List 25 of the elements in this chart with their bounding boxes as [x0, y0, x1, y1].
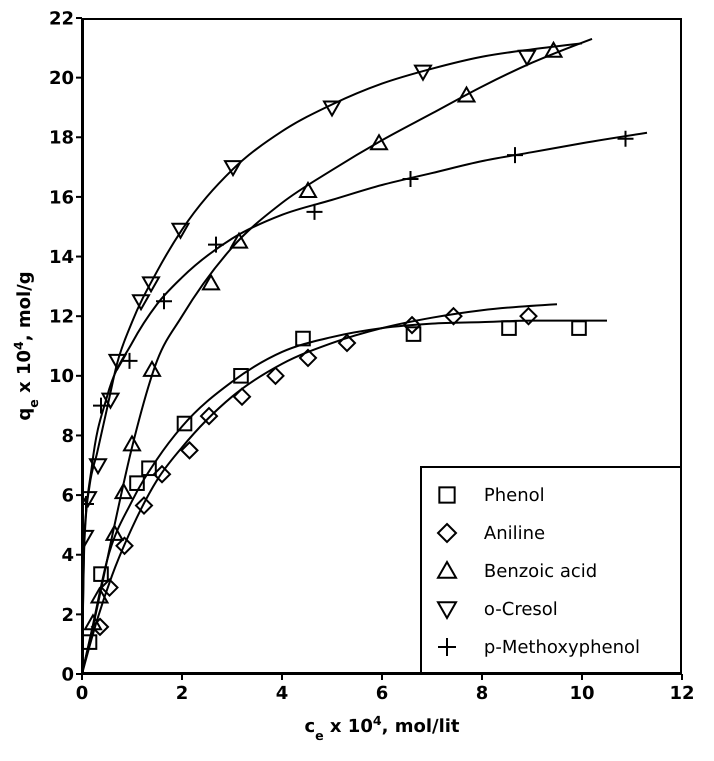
y-tick-label: 12: [48, 306, 74, 328]
y-tick-label: 18: [48, 128, 74, 149]
y-tick-label: 16: [48, 187, 74, 208]
x-tick-label: 2: [176, 682, 188, 704]
x-tick-label: 4: [276, 682, 288, 704]
y-tick-label: 20: [48, 68, 74, 90]
x-tick-label: 0: [76, 682, 88, 704]
y-tick-label: 2: [61, 604, 74, 626]
y-tick-label: 8: [61, 426, 74, 447]
x-tick-label: 6: [376, 682, 388, 704]
x-tick-label: 10: [569, 682, 595, 704]
legend-label: o-Cresol: [484, 598, 558, 620]
x-tick-label: 8: [476, 682, 488, 704]
legend-label: Benzoic acid: [484, 560, 598, 582]
y-tick-label: 4: [61, 545, 74, 566]
y-tick-label: 22: [48, 8, 74, 30]
y-tick-label: 14: [48, 246, 74, 268]
legend-label: Phenol: [484, 484, 545, 506]
x-tick-label: 12: [669, 682, 695, 704]
y-tick-label: 0: [61, 664, 74, 686]
legend-label: p-Methoxyphenol: [484, 636, 640, 658]
y-tick-label: 10: [48, 366, 74, 388]
x-axis-title: c$_{e}$ x 10$^{4}$, mol/lit: [304, 712, 460, 742]
legend-label: Aniline: [484, 522, 546, 544]
y-tick-label: 6: [61, 485, 74, 506]
